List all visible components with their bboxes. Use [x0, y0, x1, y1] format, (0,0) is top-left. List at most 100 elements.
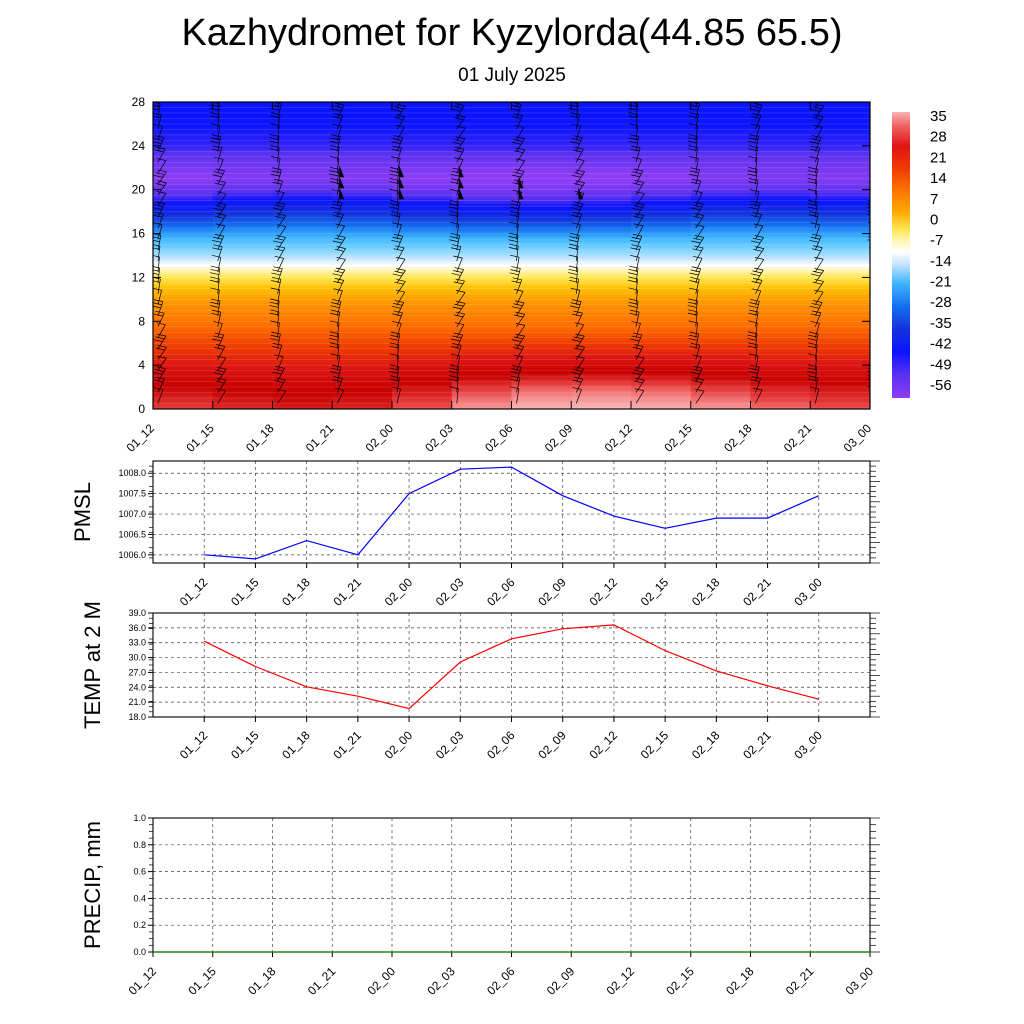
wind-barb [215, 223, 226, 240]
x-tick-label: 01_18 [279, 575, 313, 609]
temperature-cell [750, 239, 811, 243]
temperature-cell [690, 266, 752, 270]
temperature-cell [571, 143, 632, 147]
temperature-cell [511, 376, 572, 380]
temperature-cell [332, 387, 393, 391]
temperature-cell [690, 324, 752, 328]
temperature-cell [272, 304, 333, 309]
temperature-cell [690, 255, 752, 259]
temperature-cell [631, 280, 692, 284]
wind-barb [456, 290, 466, 306]
temperature-cell [153, 184, 214, 188]
temperature-cell [332, 321, 393, 325]
temperature-cell [212, 173, 274, 177]
temperature-cell [153, 263, 214, 267]
y-tick-label: 24.0 [128, 682, 146, 692]
temperature-cell [153, 302, 214, 306]
x-tick-label: 02_21 [740, 728, 774, 762]
temperature-cell [571, 315, 632, 320]
wind-barb [749, 353, 759, 371]
temperature-cell [272, 326, 333, 331]
temperature-cell [511, 269, 572, 273]
wind-barb [157, 355, 167, 371]
temperature-cell [212, 343, 274, 347]
temperature-cell [511, 384, 572, 388]
y-tick-label: 33.0 [128, 638, 146, 648]
temperature-cell [272, 378, 333, 383]
colorbar-label: -14 [930, 253, 952, 270]
wind-barb [389, 353, 399, 371]
temperature-cell [212, 378, 274, 383]
temperature-cell [451, 299, 513, 303]
temperature-cell [750, 335, 811, 339]
temperature-cell [153, 225, 214, 229]
wind-barb [391, 135, 404, 152]
temperature-cell [571, 400, 632, 405]
x-tick-label: 01_15 [228, 728, 262, 762]
wind-barb [810, 320, 820, 338]
temperature-cell [332, 173, 393, 177]
temperature-cell [392, 244, 453, 248]
temperature-cell [631, 137, 692, 141]
temperature-cell [272, 255, 333, 259]
temperature-cell [332, 332, 393, 336]
temperature-cell [810, 324, 870, 328]
temperature-cell [153, 208, 214, 213]
temperature-cell [392, 178, 453, 183]
temperature-cell [153, 123, 214, 128]
temperature-cell [392, 370, 453, 374]
temperature-cell [571, 195, 632, 199]
temperature-cell [212, 337, 274, 341]
temperature-cell [392, 258, 453, 262]
temperature-cell [571, 389, 632, 394]
temperature-cell [690, 356, 752, 361]
wind-barb [333, 288, 343, 305]
temperature-cell [750, 354, 811, 358]
wind-barb [330, 353, 341, 371]
wind-barb [332, 123, 342, 141]
temperature-cell [153, 381, 214, 385]
wind-barb [812, 114, 824, 130]
wind-barb [872, 279, 883, 294]
temperature-cell [690, 271, 752, 276]
wind-barb [750, 235, 764, 251]
temperature-cell [451, 337, 513, 341]
temperature-cell [631, 148, 692, 152]
temperature-cell [451, 406, 513, 409]
temperature-cell [451, 140, 513, 144]
temperature-cell [750, 187, 811, 191]
temperature-cell [272, 365, 333, 369]
wind-barb [568, 232, 580, 251]
temperature-cell [332, 299, 393, 303]
temperature-cell [272, 406, 333, 409]
wind-barb [214, 213, 227, 229]
temperature-cell [571, 167, 632, 172]
temperature-cell [511, 159, 572, 163]
temperature-cell [392, 140, 453, 144]
temperature-cell [810, 211, 870, 215]
temperature-cell [153, 326, 214, 331]
temperature-cell [690, 211, 752, 215]
temperature-cell [153, 392, 214, 396]
temperature-cell [212, 373, 274, 377]
temperature-cell [631, 211, 692, 215]
temperature-cell [392, 313, 453, 317]
wind-barb [571, 123, 582, 141]
temperature-cell [332, 315, 393, 320]
temperature-cell [451, 351, 513, 355]
temperature-cell [631, 156, 692, 161]
temperature-cell [451, 159, 513, 163]
temperature-cell [332, 219, 393, 224]
temperature-cell [332, 266, 393, 270]
temperature-cell [392, 241, 453, 246]
temperature-cell [810, 296, 870, 300]
temperature-cell [332, 148, 393, 152]
temperature-cell [690, 400, 752, 405]
temperature-cell [332, 395, 393, 399]
temperature-cell [272, 318, 333, 322]
temperature-cell [451, 367, 513, 372]
wind-barb [807, 188, 818, 207]
temperature-cell [392, 200, 453, 204]
temperature-cell [451, 225, 513, 229]
temperature-cell [571, 239, 632, 243]
